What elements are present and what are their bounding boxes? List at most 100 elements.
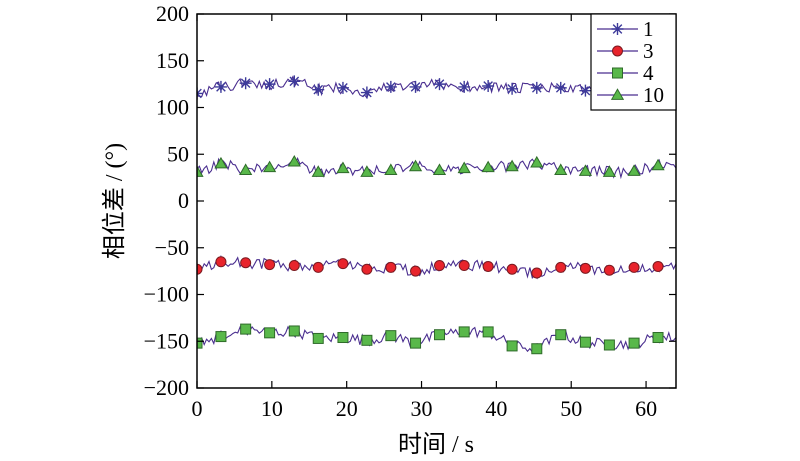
series-3-point-circle-marker: [215, 256, 227, 268]
legend-label-4: 4: [643, 61, 654, 85]
legend-label-10: 10: [643, 83, 664, 107]
series-10-point-triangle-marker: [360, 165, 374, 177]
x-tick-label: 50: [560, 396, 582, 421]
x-tick-label: 40: [485, 396, 507, 421]
series-1-point-star-marker: [554, 81, 567, 94]
legend-label-3: 3: [643, 39, 654, 63]
series-4-point-square-marker: [603, 339, 615, 351]
series-4-point-square-marker: [555, 329, 567, 341]
y-tick-label: −200: [144, 375, 189, 400]
y-tick-label: 0: [178, 188, 189, 213]
series-4-point-square-marker: [312, 332, 324, 344]
series-10-point-triangle-marker: [627, 164, 641, 176]
series-3-point-circle-marker: [652, 260, 664, 272]
x-tick-label: 30: [411, 396, 433, 421]
series-10-point-triangle-marker: [384, 163, 398, 175]
series-4-point-square-marker: [197, 337, 203, 349]
series-1-point-star-marker: [312, 83, 325, 96]
series-4-point-square-marker: [410, 337, 422, 349]
y-axis-title: 相位差 / (°): [101, 143, 128, 259]
series-3-point-circle-marker: [603, 264, 615, 276]
y-tick-label: −100: [144, 282, 189, 307]
series-10-point-triangle-marker: [239, 163, 253, 175]
series-4-point-square-marker: [385, 330, 397, 342]
series-4-point-square-marker: [628, 337, 640, 349]
series-10-point-triangle-marker: [578, 164, 593, 176]
series-3-point-circle-marker: [337, 258, 349, 270]
series-1-point-star-marker: [506, 82, 519, 95]
series-4-point-square-marker: [482, 326, 494, 338]
legend-10-triangle-marker: [610, 88, 625, 100]
series-4-point-square-marker: [215, 331, 227, 343]
series-1-point-star-marker: [214, 80, 227, 93]
series-1-point-star-marker: [409, 80, 422, 93]
series-10-point-triangle-marker: [432, 163, 447, 175]
y-tick-label: −150: [144, 328, 189, 353]
series-3-point-circle-marker: [482, 260, 494, 272]
series-4-point-square-marker: [433, 329, 445, 341]
series-10-point-triangle-marker: [408, 159, 423, 172]
series-3-point-circle-marker: [288, 260, 300, 272]
series-3-point-circle-marker: [197, 263, 203, 275]
series-1-point-star-marker: [288, 75, 301, 88]
series-1-point-star-marker: [263, 78, 276, 91]
series-1-point-star-marker: [482, 79, 495, 92]
series-3-point-circle-marker: [385, 261, 397, 273]
series-3-point-circle-marker: [531, 267, 543, 279]
series-1-point-star-marker: [530, 81, 543, 94]
legend-box: [590, 13, 677, 111]
series-4-point-square-marker: [240, 323, 252, 335]
series-3-point-circle-marker: [361, 263, 373, 275]
series-4-point-square-marker: [458, 326, 470, 338]
series-1-point-star-marker: [579, 84, 592, 97]
x-tick-label: 20: [336, 396, 358, 421]
y-tick-label: −50: [155, 235, 189, 260]
series-3-point-circle-marker: [410, 265, 422, 277]
y-tick-label: 100: [156, 95, 189, 120]
series-4-point-square-marker: [531, 343, 543, 355]
series-10-point-triangle-marker: [262, 160, 277, 173]
series-4-point-square-marker: [579, 336, 591, 348]
series-3-point-circle-marker: [433, 260, 445, 272]
series-10-point-triangle-marker: [311, 165, 325, 177]
series-3-point-circle-marker: [555, 261, 567, 273]
series-10-point-triangle-marker: [651, 158, 665, 171]
series-10-point-triangle-marker: [336, 161, 350, 174]
legend-1-star-marker: [611, 23, 624, 35]
series-4-point-square-marker: [361, 334, 373, 346]
series-1-point-star-marker: [336, 81, 349, 94]
series-4-point-square-marker: [506, 340, 518, 352]
series-10-point-triangle-marker: [505, 159, 519, 172]
series-10-point-triangle-marker: [602, 165, 617, 177]
series-3-point-circle-marker: [240, 257, 252, 269]
series-1-point-star-marker: [239, 77, 252, 90]
series-10-point-triangle-marker: [457, 161, 471, 174]
x-axis-title: 时间 / s: [398, 431, 474, 458]
series-3-point-circle-marker: [579, 262, 591, 274]
series-10-point-triangle-marker: [481, 160, 495, 173]
series-3-point-circle-marker: [312, 261, 324, 273]
x-tick-label: 10: [261, 396, 283, 421]
series-3-point-circle-marker: [628, 261, 640, 273]
series-1-point-star-marker: [384, 80, 397, 93]
series-10-point-triangle-marker: [530, 155, 544, 168]
series-10-point-triangle-marker: [214, 156, 228, 169]
series-10-point-triangle-marker: [197, 165, 204, 177]
series-1-point-star-marker: [433, 78, 446, 91]
series-4-point-square-marker: [652, 332, 664, 344]
y-tick-label: 200: [156, 1, 189, 26]
series-1-point-star-marker: [458, 80, 471, 93]
y-tick-label: 150: [156, 48, 189, 73]
series-4-point-square-marker: [337, 332, 349, 344]
legend-4-square-marker: [612, 67, 623, 79]
series-3-point-circle-marker: [458, 260, 470, 272]
series-10-point-triangle-marker: [287, 154, 301, 167]
series-10-point-triangle-marker: [554, 163, 568, 175]
x-tick-label: 60: [635, 396, 657, 421]
series-4-point-square-marker: [288, 325, 300, 337]
series-3-point-circle-marker: [264, 259, 276, 271]
series-3-point-circle-marker: [506, 263, 518, 275]
y-tick-label: 50: [167, 141, 189, 166]
